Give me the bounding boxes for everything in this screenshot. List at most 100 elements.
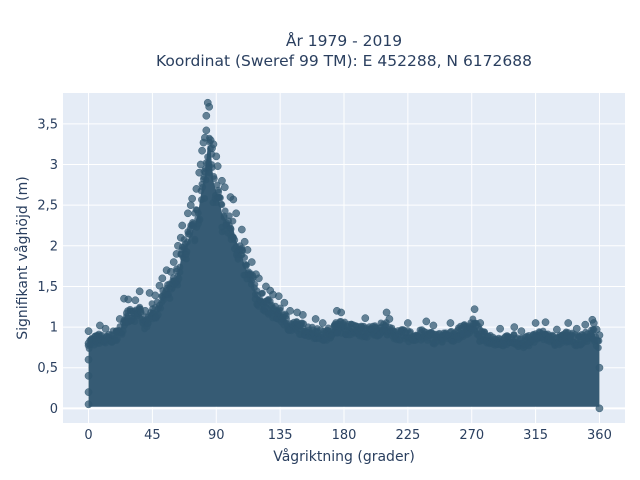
envelope-dot xyxy=(277,304,284,312)
x-axis-title: Vågriktning (grader) xyxy=(273,448,415,465)
envelope-dot xyxy=(215,188,223,196)
envelope-dot xyxy=(175,275,183,283)
y-axis-ticks: 0 0,5 1 1,5 2 2,5 3 3,5 xyxy=(37,117,58,416)
envelope-dot xyxy=(259,289,266,297)
data-point xyxy=(496,324,504,333)
data-point xyxy=(158,274,167,283)
density-band-shape xyxy=(88,145,600,407)
envelope-dot xyxy=(176,263,184,271)
data-point xyxy=(115,315,124,323)
data-point xyxy=(84,355,93,364)
data-point xyxy=(184,209,192,218)
data-point xyxy=(232,209,240,218)
data-point xyxy=(205,102,214,111)
x-tick-label: 270 xyxy=(459,428,484,443)
data-point xyxy=(510,323,519,331)
data-point xyxy=(243,246,252,254)
envelope-dot xyxy=(227,225,235,233)
data-point xyxy=(84,372,93,380)
data-point xyxy=(135,287,144,296)
chart-title-line-1: År 1979 - 2019 xyxy=(286,31,402,50)
data-point xyxy=(176,233,185,242)
envelope-dot xyxy=(201,195,209,202)
data-point xyxy=(531,319,540,327)
envelope-dot xyxy=(202,176,210,184)
data-point xyxy=(541,318,550,327)
x-tick-label: 225 xyxy=(395,428,420,443)
y-tick-label: 1 xyxy=(50,321,58,336)
data-point xyxy=(470,305,479,314)
data-point xyxy=(318,319,327,327)
data-point xyxy=(84,400,93,409)
data-point xyxy=(446,319,455,327)
y-tick-label: 3,5 xyxy=(37,117,58,132)
data-point xyxy=(167,267,175,276)
data-point xyxy=(202,111,211,120)
envelope-dot xyxy=(221,207,229,215)
envelope-dot xyxy=(213,181,221,189)
data-point xyxy=(198,146,206,155)
y-tick-label: 2 xyxy=(50,239,58,254)
data-point xyxy=(124,295,133,304)
data-point xyxy=(220,183,229,192)
x-tick-label: 90 xyxy=(208,428,225,443)
envelope-dot xyxy=(226,212,233,220)
envelope-dot xyxy=(157,304,165,312)
y-tick-label: 3 xyxy=(50,158,58,173)
data-point xyxy=(209,140,218,149)
data-point xyxy=(84,339,93,348)
x-tick-label: 360 xyxy=(587,428,612,443)
data-point xyxy=(151,291,160,300)
envelope-dot xyxy=(194,209,202,217)
data-point xyxy=(229,195,238,204)
data-point xyxy=(141,306,150,315)
data-point xyxy=(254,274,263,283)
data-point xyxy=(517,327,526,336)
data-point xyxy=(274,292,283,301)
envelope-dot xyxy=(131,318,139,326)
data-point xyxy=(429,321,438,330)
x-tick-label: 0 xyxy=(84,428,92,443)
data-point xyxy=(131,296,140,305)
envelope-dot xyxy=(174,281,182,289)
envelope-dot xyxy=(217,194,224,202)
data-point xyxy=(172,250,181,258)
data-point xyxy=(84,388,93,396)
envelope-dot xyxy=(184,238,191,246)
data-point xyxy=(169,258,178,266)
data-point xyxy=(101,324,110,333)
envelope-dot xyxy=(196,216,204,223)
data-points xyxy=(84,98,604,413)
data-point xyxy=(155,281,164,290)
data-point xyxy=(192,185,201,193)
x-tick-label: 180 xyxy=(332,428,357,443)
data-point xyxy=(195,168,204,177)
data-point xyxy=(361,314,370,322)
data-point xyxy=(589,319,598,327)
envelope-dot xyxy=(183,248,191,256)
x-tick-label: 45 xyxy=(144,428,161,443)
y-tick-label: 0 xyxy=(50,402,58,417)
chart-title-line-2: Koordinat (Sweref 99 TM): E 452288, N 61… xyxy=(156,52,532,70)
envelope-dot xyxy=(113,335,121,343)
data-point xyxy=(581,320,590,329)
data-point xyxy=(240,237,249,246)
envelope-dot xyxy=(231,236,239,244)
data-point xyxy=(404,319,412,327)
data-point xyxy=(218,176,226,185)
y-tick-label: 2,5 xyxy=(37,199,58,214)
envelope-dot xyxy=(154,311,162,319)
x-tick-label: 135 xyxy=(268,428,293,443)
data-point xyxy=(174,241,182,250)
data-point xyxy=(298,311,307,319)
envelope-dot xyxy=(191,235,199,243)
data-point xyxy=(476,319,485,327)
data-point xyxy=(178,221,187,230)
envelope-dot xyxy=(595,337,603,345)
data-point xyxy=(311,315,320,323)
data-point xyxy=(595,363,604,372)
data-point xyxy=(188,194,196,203)
x-tick-label: 315 xyxy=(523,428,548,443)
envelope-dot xyxy=(199,183,207,191)
envelope-dot xyxy=(166,295,174,302)
